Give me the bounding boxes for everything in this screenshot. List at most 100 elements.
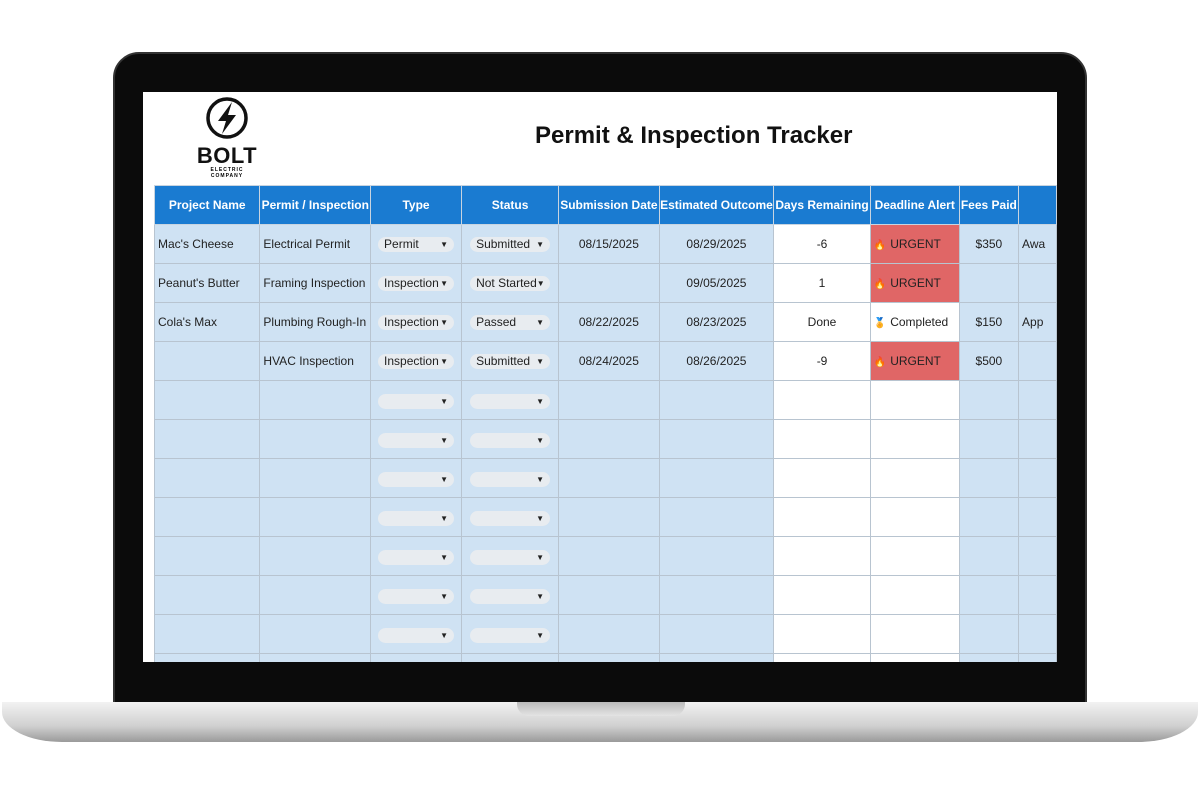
type-dropdown[interactable]: Permit ▼ — [378, 236, 455, 252]
project-name-cell[interactable]: Cola's Max — [153, 302, 261, 342]
permit-inspection-cell[interactable] — [259, 536, 372, 576]
status-cell[interactable]: ▼ — [460, 419, 560, 459]
project-name-cell[interactable] — [153, 575, 261, 615]
estimated-outcome-cell[interactable] — [658, 380, 775, 420]
fees-paid-cell[interactable] — [958, 458, 1020, 498]
status-cell[interactable]: ▼ — [460, 497, 560, 537]
type-cell[interactable]: Inspection ▼ — [370, 341, 462, 381]
type-dropdown[interactable]: Inspection ▼ — [378, 314, 455, 330]
fees-paid-cell[interactable]: $500 — [958, 341, 1020, 381]
status-dropdown[interactable]: ▼ — [470, 511, 551, 527]
project-name-cell[interactable] — [153, 536, 261, 576]
status-cell[interactable]: ▼ — [460, 536, 560, 576]
fees-paid-cell[interactable] — [958, 653, 1020, 662]
fees-paid-cell[interactable] — [958, 497, 1020, 537]
deadline-alert-cell[interactable] — [869, 458, 960, 498]
deadline-alert-cell[interactable]: 🔥 URGENT — [869, 341, 960, 381]
submission-date-cell[interactable] — [558, 380, 660, 420]
estimated-outcome-cell[interactable] — [658, 614, 775, 654]
type-dropdown[interactable]: ▼ — [378, 550, 455, 566]
status-cell[interactable]: Submitted ▼ — [460, 341, 560, 381]
estimated-outcome-cell[interactable]: 09/05/2025 — [658, 263, 775, 303]
days-remaining-cell[interactable]: -6 — [773, 224, 871, 264]
type-dropdown[interactable]: ▼ — [378, 433, 455, 449]
estimated-outcome-cell[interactable]: 08/29/2025 — [658, 224, 775, 264]
submission-date-cell[interactable] — [558, 497, 660, 537]
permit-inspection-cell[interactable] — [259, 497, 372, 537]
status-dropdown[interactable]: Passed ▼ — [470, 314, 551, 330]
submission-date-cell[interactable] — [558, 614, 660, 654]
status-dropdown[interactable]: Not Started ▼ — [470, 275, 551, 291]
project-name-cell[interactable]: Peanut's Butter — [153, 263, 261, 303]
type-cell[interactable]: ▼ — [370, 614, 462, 654]
fees-paid-cell[interactable] — [958, 536, 1020, 576]
days-remaining-cell[interactable] — [773, 575, 871, 615]
fees-paid-cell[interactable] — [958, 419, 1020, 459]
notes-cell[interactable] — [1018, 575, 1057, 615]
fees-paid-cell[interactable] — [958, 263, 1020, 303]
column-header[interactable]: Deadline Alert — [869, 185, 960, 225]
estimated-outcome-cell[interactable] — [658, 497, 775, 537]
notes-cell[interactable]: App — [1018, 302, 1057, 342]
type-cell[interactable]: ▼ — [370, 497, 462, 537]
type-dropdown[interactable]: ▼ — [378, 472, 455, 488]
type-dropdown[interactable]: ▼ — [378, 628, 455, 644]
deadline-alert-cell[interactable] — [869, 575, 960, 615]
deadline-alert-cell[interactable] — [869, 614, 960, 654]
column-header[interactable] — [1018, 185, 1057, 225]
estimated-outcome-cell[interactable]: 08/26/2025 — [658, 341, 775, 381]
status-cell[interactable]: Passed ▼ — [460, 302, 560, 342]
project-name-cell[interactable] — [153, 458, 261, 498]
status-cell[interactable]: ▼ — [460, 458, 560, 498]
submission-date-cell[interactable]: 08/24/2025 — [558, 341, 660, 381]
submission-date-cell[interactable] — [558, 419, 660, 459]
days-remaining-cell[interactable] — [773, 497, 871, 537]
column-header[interactable]: Status — [460, 185, 560, 225]
submission-date-cell[interactable] — [558, 536, 660, 576]
notes-cell[interactable] — [1018, 341, 1057, 381]
type-dropdown[interactable]: ▼ — [378, 511, 455, 527]
permit-inspection-cell[interactable] — [259, 419, 372, 459]
days-remaining-cell[interactable] — [773, 380, 871, 420]
column-header[interactable]: Estimated Outcome — [658, 185, 775, 225]
estimated-outcome-cell[interactable] — [658, 458, 775, 498]
type-dropdown[interactable]: ▼ — [378, 394, 455, 410]
column-header[interactable]: Days Remaining — [773, 185, 871, 225]
submission-date-cell[interactable]: 08/22/2025 — [558, 302, 660, 342]
type-cell[interactable]: Inspection ▼ — [370, 263, 462, 303]
notes-cell[interactable] — [1018, 536, 1057, 576]
project-name-cell[interactable] — [153, 497, 261, 537]
permit-inspection-cell[interactable] — [259, 653, 372, 662]
type-dropdown[interactable]: Inspection ▼ — [378, 275, 455, 291]
status-dropdown[interactable]: Submitted ▼ — [470, 236, 551, 252]
permit-inspection-cell[interactable] — [259, 614, 372, 654]
estimated-outcome-cell[interactable] — [658, 419, 775, 459]
fees-paid-cell[interactable]: $350 — [958, 224, 1020, 264]
project-name-cell[interactable]: Mac's Cheese — [153, 224, 261, 264]
fees-paid-cell[interactable]: $150 — [958, 302, 1020, 342]
days-remaining-cell[interactable] — [773, 419, 871, 459]
project-name-cell[interactable] — [153, 614, 261, 654]
days-remaining-cell[interactable] — [773, 536, 871, 576]
type-cell[interactable]: ▼ — [370, 575, 462, 615]
column-header[interactable]: Type — [370, 185, 462, 225]
project-name-cell[interactable] — [153, 341, 261, 381]
deadline-alert-cell[interactable]: 🏅 Completed — [869, 302, 960, 342]
notes-cell[interactable] — [1018, 263, 1057, 303]
notes-cell[interactable]: Awa — [1018, 224, 1057, 264]
permit-inspection-cell[interactable]: Electrical Permit — [259, 224, 372, 264]
deadline-alert-cell[interactable] — [869, 380, 960, 420]
status-cell[interactable]: ▼ — [460, 653, 560, 662]
submission-date-cell[interactable] — [558, 263, 660, 303]
permit-inspection-cell[interactable]: Framing Inspection — [259, 263, 372, 303]
column-header[interactable]: Permit / Inspection — [259, 185, 372, 225]
notes-cell[interactable] — [1018, 497, 1057, 537]
type-cell[interactable]: Permit ▼ — [370, 224, 462, 264]
deadline-alert-cell[interactable]: 🔥 URGENT — [869, 263, 960, 303]
type-cell[interactable]: ▼ — [370, 653, 462, 662]
status-dropdown[interactable]: ▼ — [470, 550, 551, 566]
days-remaining-cell[interactable] — [773, 653, 871, 662]
status-dropdown[interactable]: ▼ — [470, 433, 551, 449]
estimated-outcome-cell[interactable] — [658, 653, 775, 662]
project-name-cell[interactable] — [153, 380, 261, 420]
